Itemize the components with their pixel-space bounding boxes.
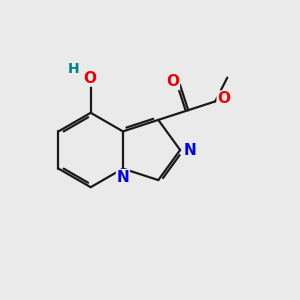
Text: O: O <box>217 91 230 106</box>
Text: N: N <box>184 142 197 158</box>
Text: O: O <box>166 74 179 89</box>
Text: O: O <box>83 71 96 86</box>
Text: H: H <box>68 61 80 76</box>
Text: N: N <box>116 170 129 185</box>
